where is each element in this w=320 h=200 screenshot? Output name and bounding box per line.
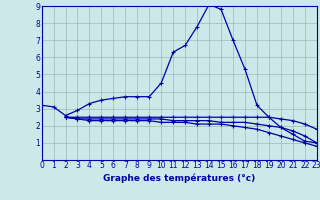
X-axis label: Graphe des températures (°c): Graphe des températures (°c): [103, 173, 255, 183]
